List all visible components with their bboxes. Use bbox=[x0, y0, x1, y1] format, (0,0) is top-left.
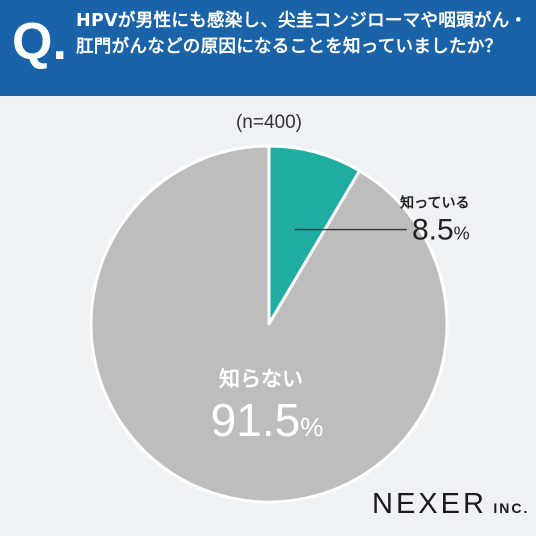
sample-size-label: (n=400) bbox=[236, 112, 302, 133]
pie-slice-1 bbox=[89, 144, 449, 504]
brand-suffix: INC. bbox=[493, 500, 530, 516]
brand-logo: NEXER INC. bbox=[372, 488, 529, 521]
slice-label-unknown: 知らない bbox=[219, 367, 303, 391]
slice-value-known: 8.5% bbox=[412, 214, 470, 247]
slice-value-unknown: 91.5% bbox=[211, 394, 324, 446]
brand-name: NEXER bbox=[372, 488, 487, 520]
slice-label-known: 知っている bbox=[400, 195, 469, 211]
pie-slice-0 bbox=[267, 144, 362, 326]
question-mark-label: Q. bbox=[12, 13, 67, 71]
pie-chart: (n=400) 知っている 8.5% 知らない 91.5% bbox=[89, 112, 470, 504]
question-header: Q. HPVが男性にも感染し、尖圭コンジローマや咽頭がん・肛門がんなどの原因にな… bbox=[0, 0, 536, 96]
question-text: HPVが男性にも感染し、尖圭コンジローマや咽頭がん・肛門がんなどの原因になること… bbox=[76, 11, 528, 57]
